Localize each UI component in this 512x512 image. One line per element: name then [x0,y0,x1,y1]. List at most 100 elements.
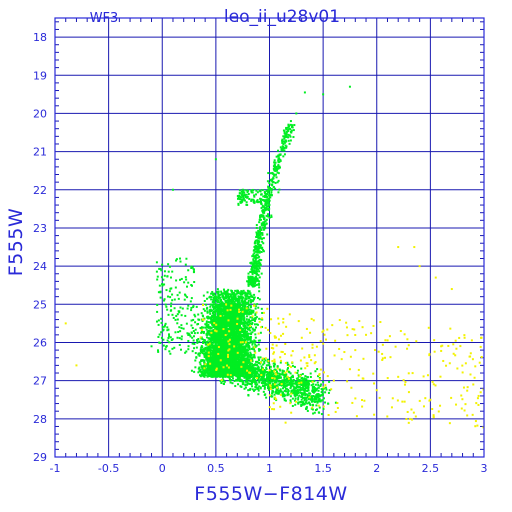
data-point [240,290,243,293]
data-point [214,344,217,347]
data-point [287,388,290,391]
data-point [277,376,280,379]
data-point [242,314,245,317]
data-point [202,348,205,351]
data-point [289,386,292,389]
data-point [237,379,240,382]
data-point [222,295,225,298]
data-point [227,288,230,291]
data-point [252,367,255,370]
data-point [249,316,252,319]
data-point [258,379,261,382]
data-point [216,327,219,330]
data-point [212,347,215,350]
data-point [254,316,257,319]
data-point [243,355,246,358]
data-point [248,304,251,307]
data-point [215,372,218,375]
data-point [221,317,224,320]
data-point [241,345,244,348]
data-point [252,346,255,349]
data-point [230,340,233,343]
data-point [257,378,260,381]
data-point [220,302,223,305]
data-point [242,375,245,378]
data-point [234,325,237,328]
data-point [202,294,205,297]
data-point [238,340,241,343]
data-point [234,306,237,309]
data-point [208,337,211,340]
data-point [254,307,257,310]
data-point [307,384,310,387]
data-point [227,296,230,299]
data-point [229,313,232,316]
data-point [221,367,224,370]
data-point [225,292,228,295]
data-point [213,300,216,303]
data-point [253,328,256,331]
data-point [283,370,286,373]
data-point [223,322,226,325]
data-point [194,352,197,355]
data-point [236,377,239,380]
data-point [225,317,228,320]
data-point [199,363,202,366]
data-point [216,332,219,335]
data-point [203,309,206,312]
data-point [213,299,216,302]
data-point [216,291,219,294]
data-point [246,308,249,311]
data-point [257,365,260,368]
data-point [217,357,220,360]
data-point [216,301,219,304]
data-point [217,333,220,336]
data-point [218,337,221,340]
data-point [259,362,262,365]
data-point [230,290,233,293]
data-point [246,341,249,344]
data-point [212,292,215,295]
data-point [206,316,209,319]
data-point [230,332,233,335]
data-point [237,303,240,306]
data-point [233,320,236,323]
data-point [243,307,246,310]
data-point [215,316,218,319]
data-point [197,313,200,316]
data-point [235,364,238,367]
data-point [203,354,206,357]
data-point [306,393,309,396]
data-point [220,338,223,341]
data-point [282,387,285,390]
data-point [257,343,260,346]
data-point [243,327,246,330]
data-point [216,309,219,312]
data-point [210,321,213,324]
data-point [226,328,229,331]
data-point [245,354,248,357]
data-point [241,330,244,333]
data-point [245,327,248,330]
data-point [223,317,226,320]
data-point [251,331,254,334]
data-point [231,308,234,311]
data-point [231,333,234,336]
data-point [206,358,209,361]
data-point [232,311,235,314]
data-point [278,389,281,392]
data-point [209,351,212,354]
data-point [220,369,223,372]
data-point [224,359,227,362]
data-point [246,338,249,341]
data-point [232,335,235,338]
data-point [229,306,232,309]
data-point [229,295,232,298]
data-point [200,365,203,368]
data-point [224,375,227,378]
data-point [214,369,217,372]
data-point [290,385,293,388]
data-point [205,324,208,327]
data-point [254,336,257,339]
data-point [216,318,219,321]
